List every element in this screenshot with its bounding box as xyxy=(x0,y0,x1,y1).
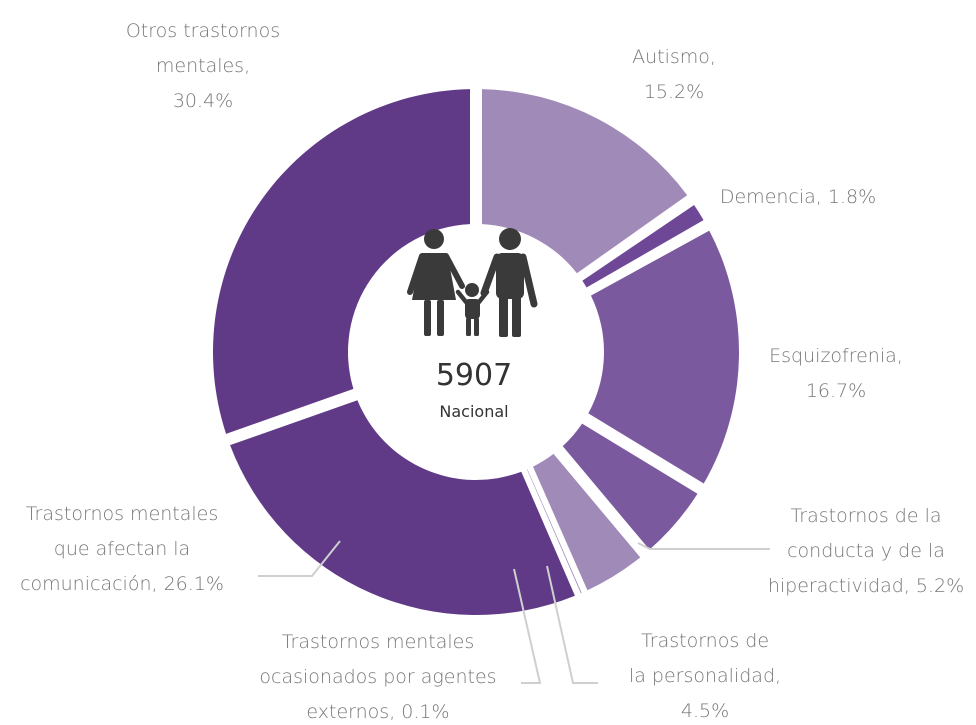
label-demencia: Demencia, 1.8% xyxy=(720,186,876,208)
leader-line-agentes xyxy=(513,568,542,684)
slice-demencia xyxy=(582,205,704,288)
slice-trastornos-mentales-que-afectan-la-comunicacion xyxy=(230,400,575,615)
slices xyxy=(213,89,739,615)
label-line: hiperactividad, 5.2% xyxy=(768,575,964,597)
label-line: Esquizofrenia, xyxy=(769,345,903,367)
label-trastornos-mentales-que-afectan-la-comunicacion: Trastornos mentales que afectan la comunic… xyxy=(20,503,224,595)
label-line: 4.5% xyxy=(681,700,729,722)
family-icon xyxy=(407,228,538,337)
label-line: externos, 0.1% xyxy=(306,701,449,723)
label-trastornos-mentales-ocasionados-por-agentes-externos: Trastornos mentales ocasionados por agent… xyxy=(259,631,496,723)
label-line: Autismo, xyxy=(632,46,716,68)
label-line: Demencia, 1.8% xyxy=(720,186,876,208)
leader-line-conducta xyxy=(637,542,770,550)
label-line: 30.4% xyxy=(173,90,233,112)
leader-line-comunicacion xyxy=(258,540,341,577)
leader-line-personalidad xyxy=(546,565,598,684)
label-line: Otros trastornos xyxy=(126,20,280,42)
label-line: 16.7% xyxy=(806,380,866,402)
label-line: comunicación, 26.1% xyxy=(20,573,224,595)
slice-trastornos-de-la-personalidad xyxy=(533,453,641,591)
center-label: Nacional xyxy=(439,402,508,421)
label-line: Trastornos de la xyxy=(790,505,941,527)
label-line: que afectan la xyxy=(54,538,190,560)
center-total: 5907 xyxy=(436,358,512,393)
slice-trastornos-mentales-ocasionados-por-agentes-externos xyxy=(527,469,582,594)
slice-autismo xyxy=(481,89,688,274)
label-line: 15.2% xyxy=(644,81,704,103)
label-line: Trastornos de xyxy=(641,630,769,652)
slice-esquizofrenia xyxy=(588,230,739,484)
label-line: mentales, xyxy=(156,55,250,77)
leader-lines xyxy=(258,540,770,684)
label-trastornos-de-la-personalidad: Trastornos de la personalidad, 4.5% xyxy=(629,630,781,722)
label-otros-trastornos-mentales: Otros trastornos mentales, 30.4% xyxy=(126,20,280,112)
label-autismo: Autismo, 15.2% xyxy=(632,46,716,103)
label-line: Trastornos mentales xyxy=(26,503,219,525)
label-line: la personalidad, xyxy=(629,665,781,687)
label-esquizofrenia: Esquizofrenia, 16.7% xyxy=(769,345,903,402)
label-line: ocasionados por agentes xyxy=(259,666,496,688)
label-line: conducta y de la xyxy=(787,540,945,562)
label-trastornos-de-la-conducta-y-de-la-hiperactividad: Trastornos de la conducta y de la hiperact… xyxy=(768,505,964,597)
slice-otros-trastornos-mentales xyxy=(213,89,471,434)
slice-trastornos-de-la-conducta-y-de-la-hiperactividad xyxy=(562,423,698,550)
slice-labels: Autismo, 15.2% Demencia, 1.8% Esquizofrenia… xyxy=(20,20,964,723)
label-line: Trastornos mentales xyxy=(282,631,475,653)
